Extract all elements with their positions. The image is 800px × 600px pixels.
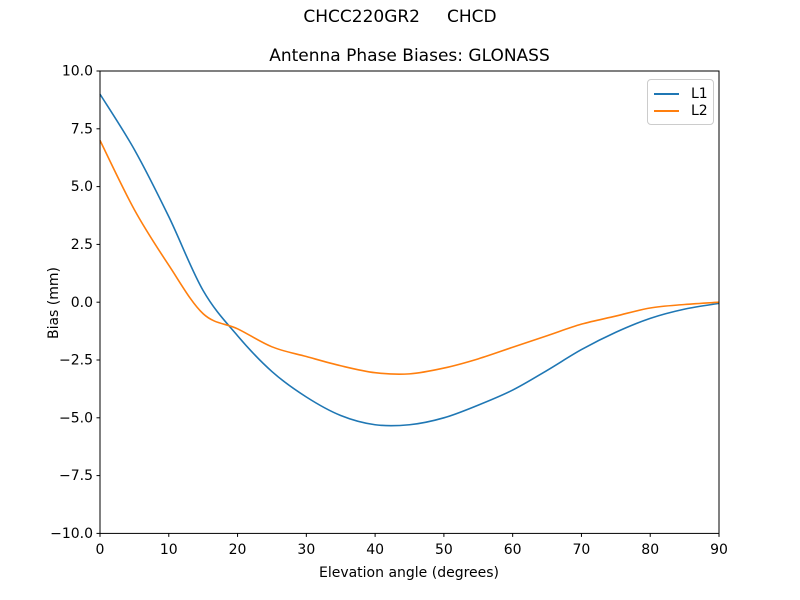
x-tick-label: 80: [641, 542, 659, 558]
y-tick-label: 2.5: [71, 237, 93, 253]
axes-spines: [99, 70, 720, 534]
x-tick-label: 70: [573, 542, 591, 558]
legend-line-swatch: [654, 109, 679, 112]
series-line-l2: [99, 140, 720, 376]
legend-entry-l1: L1: [654, 85, 713, 102]
legend-entry-l2: L2: [654, 102, 713, 119]
x-tick-label: 50: [435, 542, 453, 558]
y-tick-label: −7.5: [59, 468, 93, 484]
y-tick-label: 0.0: [71, 295, 93, 311]
legend-line-swatch: [654, 92, 679, 95]
axis-ticks: 0 10 20 30 40 50 60 70 80 90 10.0 7.5 5.0 2.5 0.0 −2.5 −…: [50, 64, 728, 558]
legend-label: L2: [691, 102, 708, 119]
data-series: [99, 93, 720, 427]
chart-title: Antenna Phase Biases: GLONASS: [269, 46, 550, 66]
figure-suptitle: CHCC220GR2 CHCD: [303, 7, 497, 27]
y-tick-label: 5.0: [71, 179, 93, 195]
y-tick-label: 10.0: [62, 64, 93, 80]
x-tick-label: 10: [160, 542, 178, 558]
legend: L1 L2: [647, 79, 714, 125]
x-tick-label: 90: [710, 542, 728, 558]
legend-label: L1: [691, 85, 708, 102]
y-tick-label: −10.0: [50, 526, 93, 542]
y-tick-label: −5.0: [59, 410, 93, 426]
x-axis-label: Elevation angle (degrees): [319, 565, 499, 581]
x-tick-label: 0: [96, 542, 105, 558]
x-tick-label: 40: [366, 542, 384, 558]
y-tick-label: −2.5: [59, 353, 93, 369]
y-axis-label: Bias (mm): [46, 267, 62, 339]
x-tick-label: 60: [504, 542, 522, 558]
x-tick-label: 20: [229, 542, 247, 558]
series-line-l1: [99, 93, 720, 427]
x-tick-label: 30: [297, 542, 315, 558]
y-tick-label: 7.5: [71, 121, 93, 137]
